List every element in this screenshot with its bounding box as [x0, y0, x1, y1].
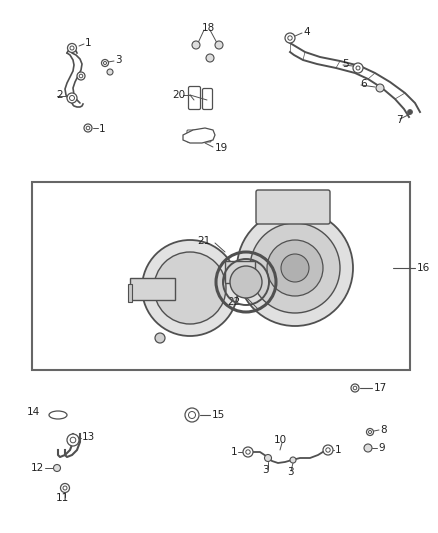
- Circle shape: [246, 450, 250, 454]
- Circle shape: [367, 429, 374, 435]
- Text: 2: 2: [56, 90, 63, 100]
- Circle shape: [323, 445, 333, 455]
- Bar: [130, 278, 175, 300]
- Circle shape: [267, 240, 323, 296]
- Circle shape: [102, 60, 109, 67]
- Circle shape: [86, 126, 90, 130]
- Circle shape: [70, 46, 74, 50]
- Circle shape: [70, 437, 76, 443]
- Circle shape: [84, 124, 92, 132]
- Circle shape: [364, 444, 372, 452]
- Circle shape: [285, 33, 295, 43]
- Text: 1: 1: [99, 124, 106, 134]
- Text: 15: 15: [212, 410, 225, 420]
- Text: 12: 12: [31, 463, 44, 473]
- Text: 22: 22: [228, 297, 241, 307]
- Text: 14: 14: [27, 407, 40, 417]
- Circle shape: [215, 41, 223, 49]
- Circle shape: [67, 44, 77, 52]
- Text: 11: 11: [55, 493, 69, 503]
- Text: 5: 5: [342, 59, 349, 69]
- Circle shape: [155, 333, 165, 343]
- Circle shape: [70, 95, 74, 101]
- Circle shape: [188, 411, 195, 418]
- Circle shape: [265, 455, 272, 462]
- Text: 20: 20: [172, 90, 185, 100]
- FancyBboxPatch shape: [188, 86, 201, 109]
- Text: 18: 18: [201, 23, 215, 33]
- Circle shape: [237, 210, 353, 326]
- Circle shape: [142, 240, 238, 336]
- Circle shape: [185, 408, 199, 422]
- Text: 17: 17: [374, 383, 387, 393]
- Circle shape: [230, 266, 262, 298]
- Circle shape: [290, 457, 296, 463]
- Circle shape: [67, 434, 79, 446]
- Text: 3: 3: [261, 465, 268, 475]
- Text: 1: 1: [230, 447, 237, 457]
- Circle shape: [79, 74, 83, 78]
- Text: 10: 10: [273, 435, 286, 445]
- Text: 9: 9: [378, 443, 385, 453]
- FancyBboxPatch shape: [256, 190, 330, 224]
- Circle shape: [77, 72, 85, 80]
- FancyBboxPatch shape: [202, 88, 212, 109]
- Text: 21: 21: [197, 236, 210, 246]
- Circle shape: [376, 84, 384, 92]
- Text: 6: 6: [360, 79, 367, 89]
- Bar: [32, 182, 410, 370]
- Text: 1: 1: [335, 445, 342, 455]
- Circle shape: [356, 66, 360, 70]
- Circle shape: [243, 447, 253, 457]
- Circle shape: [107, 69, 113, 75]
- Text: 7: 7: [396, 115, 403, 125]
- Polygon shape: [183, 128, 215, 143]
- Circle shape: [60, 483, 70, 492]
- Circle shape: [250, 223, 340, 313]
- Circle shape: [154, 252, 226, 324]
- Circle shape: [53, 464, 60, 472]
- Circle shape: [351, 384, 359, 392]
- Text: 16: 16: [417, 263, 430, 273]
- Circle shape: [407, 109, 413, 115]
- Circle shape: [206, 54, 214, 62]
- Text: 4: 4: [303, 27, 310, 37]
- Bar: [128, 284, 132, 302]
- Circle shape: [192, 41, 200, 49]
- Circle shape: [353, 63, 363, 73]
- Bar: [225, 261, 255, 283]
- Circle shape: [368, 431, 371, 433]
- Text: 13: 13: [82, 432, 95, 442]
- Circle shape: [353, 386, 357, 390]
- Ellipse shape: [49, 411, 67, 419]
- Text: 1: 1: [85, 38, 92, 48]
- FancyBboxPatch shape: [187, 130, 211, 142]
- Circle shape: [288, 36, 292, 40]
- Text: 8: 8: [380, 425, 387, 435]
- Circle shape: [326, 448, 330, 452]
- Text: 3: 3: [287, 467, 293, 477]
- Circle shape: [63, 486, 67, 490]
- Text: 19: 19: [215, 143, 228, 153]
- Circle shape: [103, 61, 106, 64]
- Circle shape: [281, 254, 309, 282]
- Text: 3: 3: [115, 55, 122, 65]
- Circle shape: [67, 93, 77, 103]
